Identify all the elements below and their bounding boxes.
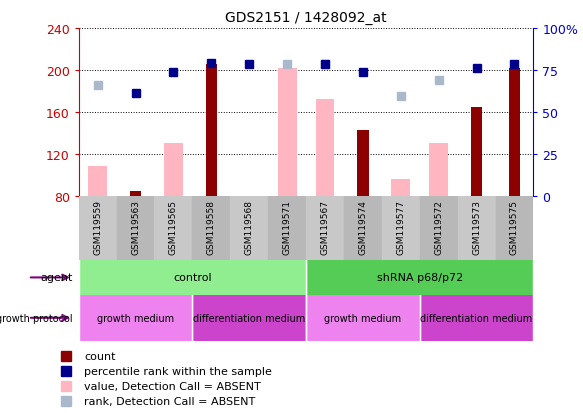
Text: GSM119575: GSM119575 [510,199,519,254]
Text: GSM119573: GSM119573 [472,199,481,254]
Bar [278,69,297,196]
Text: shRNA p68/p72: shRNA p68/p72 [377,273,463,283]
Title: GDS2151 / 1428092_at: GDS2151 / 1428092_at [225,11,387,25]
Bar [268,196,306,260]
Text: GSM119574: GSM119574 [359,199,367,254]
Text: GSM119571: GSM119571 [283,199,292,254]
Text: percentile rank within the sample: percentile rank within the sample [84,366,272,376]
Bar [306,260,533,295]
Bar [344,196,382,260]
Text: GSM119577: GSM119577 [396,199,405,254]
Text: growth medium: growth medium [97,313,174,323]
Bar [496,196,533,260]
Bar [420,196,458,260]
Bar [130,192,141,196]
Text: growth protocol: growth protocol [0,313,73,323]
Bar [509,69,520,196]
Bar [192,295,306,341]
Bar [420,295,533,341]
Text: GSM119558: GSM119558 [207,199,216,254]
Text: differentiation medium: differentiation medium [193,313,305,323]
Text: GSM119572: GSM119572 [434,199,443,254]
Bar [88,167,107,196]
Text: GSM119563: GSM119563 [131,199,140,254]
Text: growth medium: growth medium [324,313,402,323]
Bar [79,295,192,341]
Text: GSM119567: GSM119567 [321,199,329,254]
Bar [429,144,448,196]
Text: count: count [84,351,115,361]
Text: GSM119565: GSM119565 [169,199,178,254]
Bar [230,196,268,260]
Bar [79,260,306,295]
Bar [117,196,154,260]
Text: differentiation medium: differentiation medium [420,313,533,323]
Bar [391,179,410,196]
Text: value, Detection Call = ABSENT: value, Detection Call = ABSENT [84,382,261,392]
Bar [357,131,368,196]
Bar [192,196,230,260]
Bar [382,196,420,260]
Bar [154,196,192,260]
Bar [79,196,117,260]
Bar [471,107,482,196]
Bar [164,144,183,196]
Text: GSM119559: GSM119559 [93,199,102,254]
Bar [315,100,335,196]
Bar [306,196,344,260]
Text: control: control [173,273,212,283]
Text: rank, Detection Call = ABSENT: rank, Detection Call = ABSENT [84,396,255,406]
Bar [458,196,496,260]
Bar [206,64,217,196]
Text: agent: agent [40,273,73,283]
Bar [306,295,420,341]
Text: GSM119568: GSM119568 [245,199,254,254]
